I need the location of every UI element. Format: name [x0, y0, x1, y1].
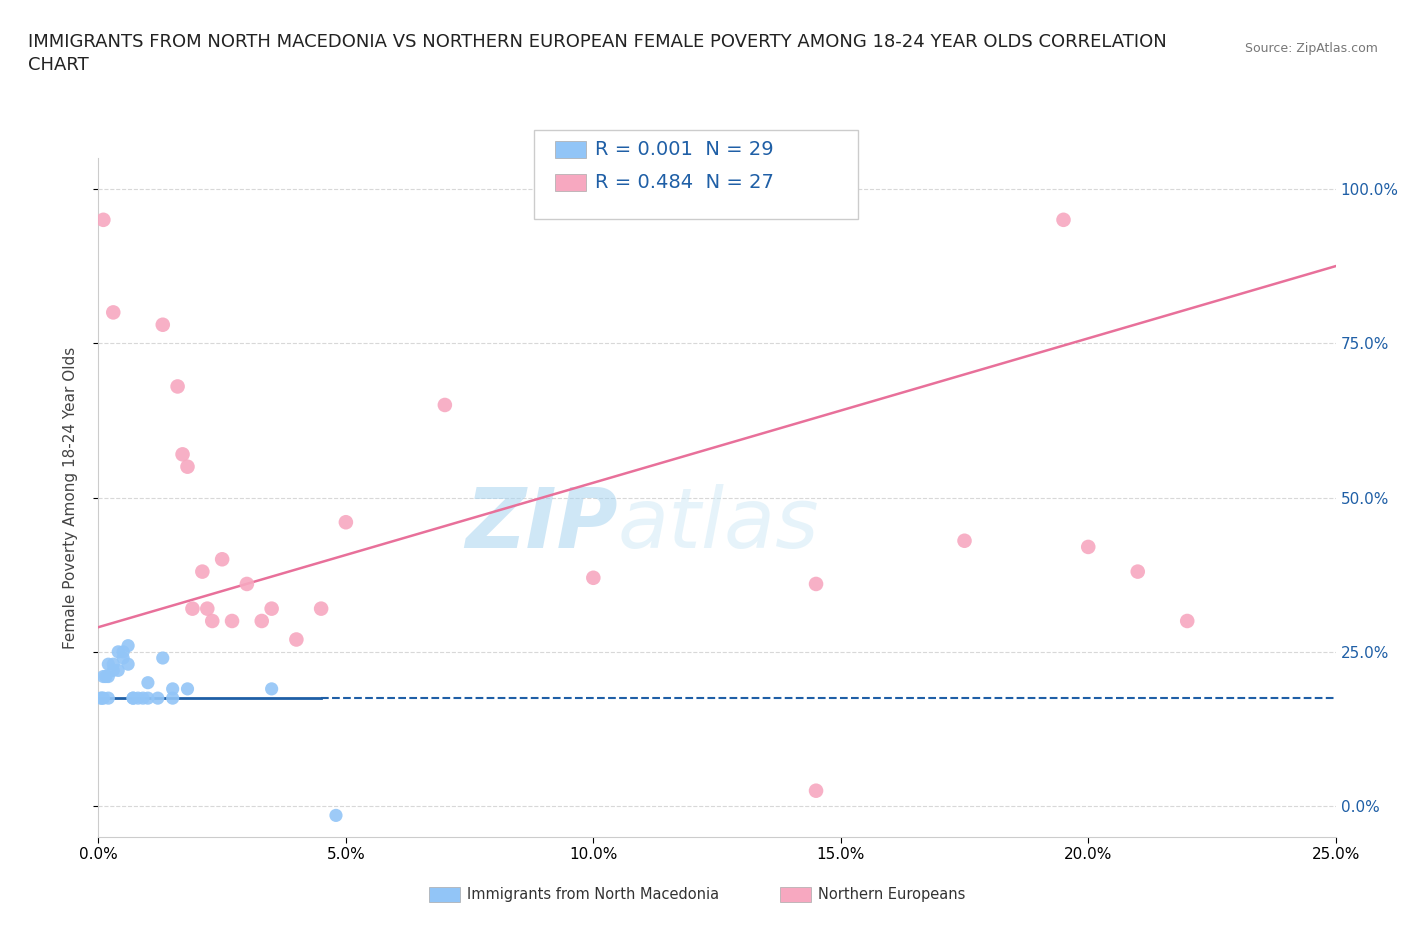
Point	[136, 691, 159, 706]
Point	[107, 644, 129, 659]
Point	[152, 651, 174, 666]
Point	[309, 601, 332, 616]
Point	[136, 675, 159, 690]
Point	[93, 212, 115, 227]
Point	[152, 317, 174, 332]
Text: Source: ZipAtlas.com: Source: ZipAtlas.com	[1244, 42, 1378, 55]
Point	[804, 577, 827, 591]
Point	[103, 657, 125, 671]
Point	[122, 691, 145, 706]
Point	[90, 691, 112, 706]
Point	[221, 614, 243, 629]
Point	[260, 601, 283, 616]
Point	[804, 783, 827, 798]
Point	[335, 515, 357, 530]
Point	[94, 669, 117, 684]
Point	[181, 601, 204, 616]
Point	[103, 663, 125, 678]
Point	[211, 551, 233, 566]
Point	[582, 570, 605, 585]
Point	[195, 601, 218, 616]
Point	[112, 651, 135, 666]
Point	[1126, 565, 1149, 579]
Point	[97, 669, 120, 684]
Text: Immigrants from North Macedonia: Immigrants from North Macedonia	[467, 887, 718, 902]
Point	[90, 691, 112, 706]
Point	[122, 691, 145, 706]
Point	[172, 447, 194, 462]
Point	[97, 657, 120, 671]
Point	[162, 691, 184, 706]
Point	[93, 691, 115, 706]
Point	[162, 682, 184, 697]
Point	[1077, 539, 1099, 554]
Point	[176, 459, 198, 474]
Point	[285, 632, 308, 647]
Point	[325, 808, 347, 823]
Text: Northern Europeans: Northern Europeans	[818, 887, 966, 902]
Point	[433, 397, 456, 412]
Text: ZIP: ZIP	[465, 485, 619, 565]
Y-axis label: Female Poverty Among 18-24 Year Olds: Female Poverty Among 18-24 Year Olds	[63, 347, 77, 649]
Text: R = 0.001  N = 29: R = 0.001 N = 29	[595, 140, 773, 159]
Point	[201, 614, 224, 629]
Point	[112, 644, 135, 659]
Point	[260, 682, 283, 697]
Point	[117, 657, 139, 671]
Text: R = 0.484  N = 27: R = 0.484 N = 27	[595, 173, 773, 192]
Point	[1175, 614, 1198, 629]
Point	[97, 691, 120, 706]
Text: CHART: CHART	[28, 56, 89, 73]
Point	[107, 663, 129, 678]
Point	[103, 305, 125, 320]
Text: IMMIGRANTS FROM NORTH MACEDONIA VS NORTHERN EUROPEAN FEMALE POVERTY AMONG 18-24 : IMMIGRANTS FROM NORTH MACEDONIA VS NORTH…	[28, 33, 1167, 50]
Text: atlas: atlas	[619, 485, 820, 565]
Point	[250, 614, 273, 629]
Point	[132, 691, 155, 706]
Point	[236, 577, 259, 591]
Point	[953, 533, 976, 548]
Point	[146, 691, 169, 706]
Point	[117, 638, 139, 653]
Point	[93, 669, 115, 684]
Point	[176, 682, 198, 697]
Point	[166, 379, 188, 394]
Point	[191, 565, 214, 579]
Point	[1052, 212, 1074, 227]
Point	[127, 691, 149, 706]
